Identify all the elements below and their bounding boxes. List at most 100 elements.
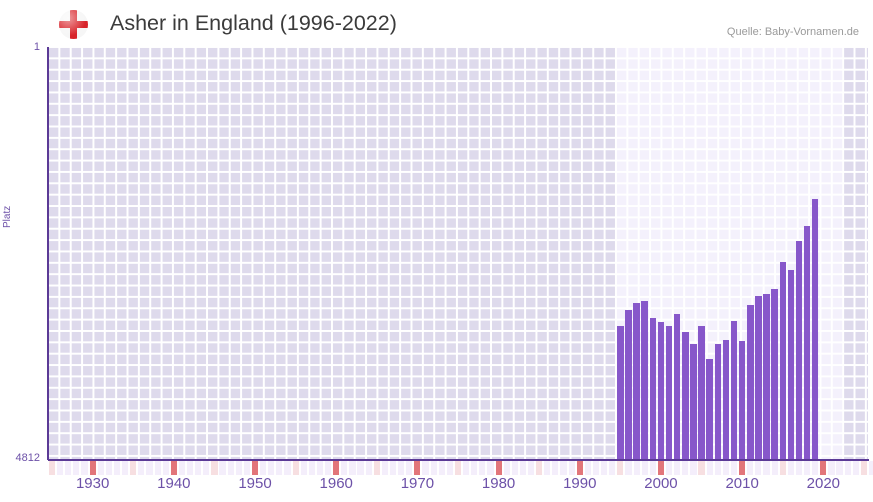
x-tick-year [666, 461, 673, 475]
x-tick-year [852, 461, 859, 475]
x-tick-year [584, 461, 591, 475]
x-tick-year [503, 461, 510, 475]
x-tick-year [300, 461, 307, 475]
x-tick-year [446, 461, 453, 475]
x-tick-year [633, 461, 640, 475]
bar[interactable] [795, 241, 803, 460]
x-tick-year [122, 461, 129, 475]
bar[interactable] [706, 359, 713, 460]
bar[interactable] [682, 332, 689, 460]
x-tick-year [276, 461, 283, 475]
x-tick-year [722, 461, 729, 475]
x-tick-year [552, 461, 559, 475]
x-tick-year [812, 461, 819, 475]
x-tick-year [763, 461, 770, 475]
bar[interactable] [771, 289, 778, 460]
x-tick-year [625, 461, 632, 475]
x-tick-decade [739, 461, 746, 475]
x-axis-tick-markers [48, 461, 873, 475]
x-tick-year [357, 461, 364, 475]
x-tick-year [544, 461, 551, 475]
x-tick-year [568, 461, 575, 475]
chart-title: Asher in England (1996-2022) [110, 11, 397, 35]
bar[interactable] [690, 344, 697, 460]
bar[interactable] [698, 326, 705, 460]
x-axis-label: 1940 [157, 475, 191, 492]
bar[interactable] [730, 321, 738, 460]
x-axis-line [48, 459, 869, 461]
x-axis-label: 1990 [563, 475, 597, 492]
x-tick-year [373, 461, 380, 475]
x-tick-year [771, 461, 778, 475]
x-axis-label: 2000 [644, 475, 678, 492]
y-axis-line [47, 47, 49, 460]
x-tick-year [203, 461, 210, 475]
x-tick-year [186, 461, 194, 475]
x-tick-year [836, 461, 843, 475]
x-tick-year [787, 461, 794, 475]
bar[interactable] [641, 301, 648, 460]
x-tick-year [560, 461, 567, 475]
x-tick-year [349, 461, 356, 475]
x-tick-year [511, 461, 518, 475]
x-tick-year [81, 461, 88, 475]
bar[interactable] [657, 322, 665, 460]
x-axis-label: 1970 [400, 475, 435, 492]
plot-area [48, 47, 868, 460]
bar[interactable] [738, 341, 746, 460]
x-axis-label: 1960 [319, 475, 353, 492]
y-axis-bottom-tick-label: 4812 [15, 452, 40, 464]
x-tick-year [381, 461, 388, 475]
x-tick-decade [576, 461, 583, 475]
bar[interactable] [722, 340, 730, 460]
x-tick-year [828, 461, 835, 475]
x-tick-decade [170, 461, 177, 475]
bar-series [48, 47, 868, 460]
bar[interactable] [803, 226, 811, 460]
x-tick-year [365, 461, 372, 475]
source-label: Quelle: Baby-Vornamen.de [726, 26, 859, 38]
x-tick-year [487, 461, 494, 475]
x-tick-year [178, 461, 186, 475]
bar[interactable] [649, 318, 657, 460]
bar[interactable] [763, 294, 770, 460]
x-tick-decade [820, 461, 827, 475]
x-tick-year [527, 461, 535, 475]
x-tick-year [325, 461, 332, 475]
bar[interactable] [787, 270, 795, 460]
x-axis-labels: 1930 1940 1950 1960 1970 1980 1990 2000 2010 2020 [0, 475, 873, 499]
bar[interactable] [755, 296, 762, 460]
bar[interactable] [617, 326, 624, 460]
bar[interactable] [747, 305, 754, 460]
bar[interactable] [633, 303, 640, 460]
x-tick-year [690, 461, 697, 475]
x-axis-label: 1980 [481, 475, 516, 492]
x-tick-year [227, 461, 234, 475]
bar[interactable] [779, 262, 786, 460]
x-tick-year [747, 461, 754, 475]
x-tick-year [844, 461, 851, 475]
x-tick-year [146, 461, 153, 475]
x-tick-year [235, 461, 242, 475]
x-tick-year [65, 461, 72, 475]
x-tick-year [454, 461, 462, 475]
bar[interactable] [714, 344, 722, 460]
x-tick-year [154, 461, 161, 475]
flag-gloss [59, 10, 88, 39]
y-axis-title: Platz [2, 205, 13, 228]
x-tick-year [97, 461, 104, 475]
x-tick-year [389, 461, 397, 475]
england-flag-icon [59, 10, 88, 39]
x-tick-year [536, 461, 543, 475]
bar[interactable] [811, 199, 819, 460]
x-tick-decade [495, 461, 502, 475]
x-tick-year [284, 461, 291, 475]
bar[interactable] [665, 326, 673, 460]
x-tick-year [779, 461, 786, 475]
x-tick-year [463, 461, 470, 475]
bar[interactable] [625, 310, 632, 460]
x-tick-decade [251, 461, 259, 475]
bar[interactable] [673, 314, 681, 460]
x-tick-year [260, 461, 267, 475]
x-tick-year [755, 461, 762, 475]
